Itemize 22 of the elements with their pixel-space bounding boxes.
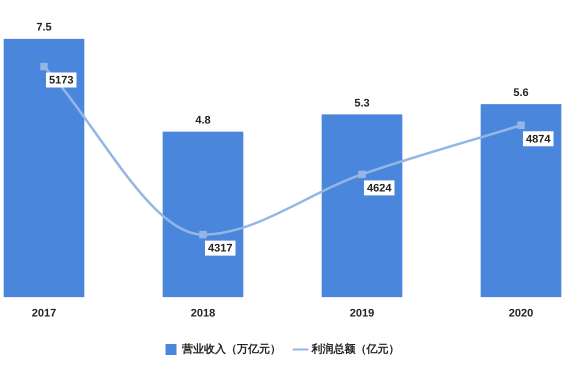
x-tick-label: 2019 <box>350 307 374 320</box>
data-label: 4874 <box>526 133 552 146</box>
bar <box>4 38 84 298</box>
bar <box>322 114 402 298</box>
data-label: 5173 <box>48 74 74 87</box>
point <box>517 122 525 129</box>
data-label: 4.8 <box>195 114 211 126</box>
point <box>199 230 207 238</box>
x-tick-label: 2018 <box>190 307 216 320</box>
data-label: 4624 <box>366 182 392 194</box>
data-label: 7.5 <box>36 22 52 34</box>
data-label: 5.6 <box>513 86 529 99</box>
point <box>40 62 48 70</box>
legend-label: 营业收入（万亿元） <box>181 342 281 356</box>
x-tick-label: 2017 <box>32 307 56 320</box>
legend-label: 利润总额（亿元） <box>310 342 400 356</box>
point <box>358 170 366 178</box>
bar <box>480 104 562 298</box>
data-label: 5.3 <box>354 97 370 110</box>
x-tick-label: 2020 <box>508 307 534 320</box>
data-label: 4317 <box>208 242 232 255</box>
bar <box>162 132 244 298</box>
